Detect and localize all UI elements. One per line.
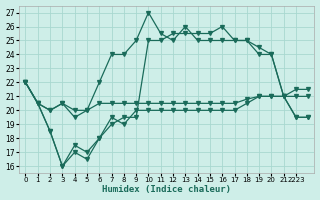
X-axis label: Humidex (Indice chaleur): Humidex (Indice chaleur)	[102, 185, 231, 194]
